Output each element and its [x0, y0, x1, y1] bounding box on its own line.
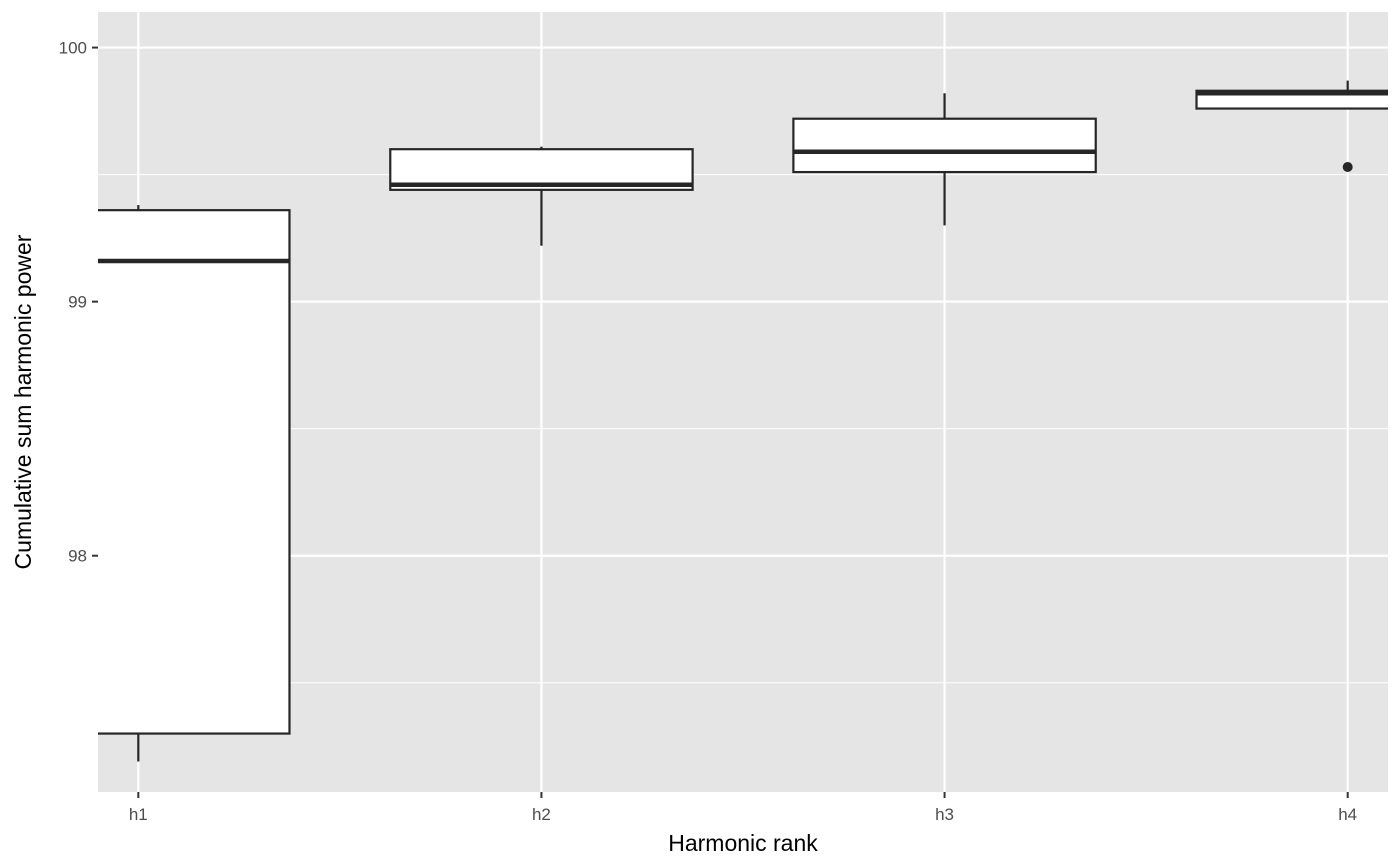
minor-gridlines: [98, 174, 1388, 684]
box-h2: [389, 146, 694, 246]
boxplot-series: [98, 80, 1388, 762]
y-axis-title: Cumulative sum harmonic power: [10, 234, 36, 569]
x-tick-label: h1: [129, 805, 148, 824]
x-tick-label: h4: [1338, 805, 1357, 824]
x-tick-label: h3: [935, 805, 954, 824]
box-h4: [1195, 80, 1388, 172]
plot-panel: [98, 12, 1388, 792]
outlier-point: [1342, 161, 1353, 172]
axis-tick-labels: 98 99 100 h1 h2 h3 h4: [59, 39, 1358, 824]
x-axis-title: Harmonic rank: [668, 830, 818, 856]
y-tick-label: 99: [68, 293, 87, 312]
y-tick-label: 100: [59, 39, 87, 58]
x-tick-label: h2: [532, 805, 551, 824]
box-iqr: [98, 209, 291, 735]
box-iqr: [792, 117, 1097, 174]
box-h3: [792, 93, 1097, 226]
y-tick-label: 98: [68, 547, 87, 566]
box-h1: [98, 205, 291, 762]
axis-ticks: [92, 46, 1349, 798]
